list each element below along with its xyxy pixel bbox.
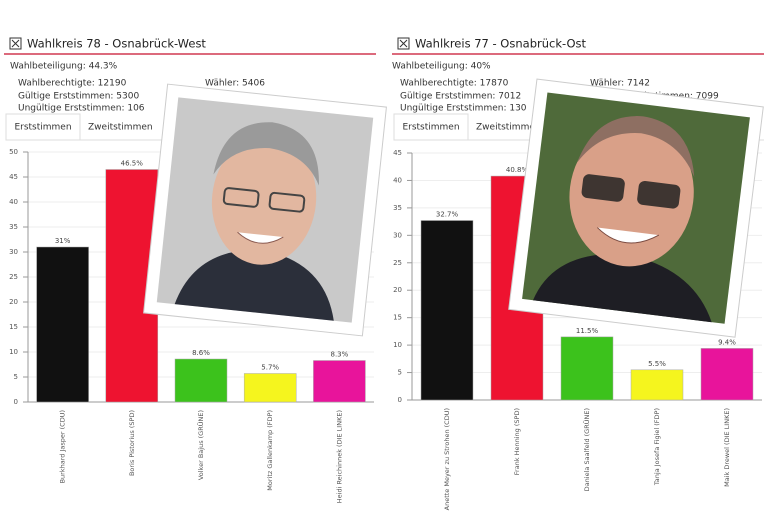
y-tick-label: 15 bbox=[393, 314, 402, 322]
value-label: 8.3% bbox=[331, 351, 349, 359]
value-label: 5.5% bbox=[648, 360, 666, 368]
tab-active[interactable] bbox=[393, 113, 469, 141]
stat-line: Wähler: 7142 bbox=[590, 79, 650, 89]
stat-line: Wahlberechtigte: 12190 bbox=[18, 79, 127, 89]
y-tick-label: 45 bbox=[9, 173, 18, 181]
bar bbox=[243, 373, 297, 403]
x-tick-label: Boris Pistorius (SPD) bbox=[128, 410, 136, 476]
x-tick-label: Tanja Josefa Figiel (FDP) bbox=[653, 408, 661, 486]
stat-line: Wahlberechtigte: 17870 bbox=[400, 79, 509, 89]
photo-glasses bbox=[581, 174, 625, 202]
photo-suit bbox=[174, 249, 334, 321]
bar bbox=[313, 360, 366, 403]
y-tick-label: 35 bbox=[393, 204, 402, 212]
y-tick-label: 10 bbox=[393, 341, 402, 349]
value-label: 31% bbox=[55, 237, 71, 245]
y-tick-label: 30 bbox=[9, 248, 18, 256]
y-tick-label: 5 bbox=[14, 373, 18, 381]
value-label: 40.8% bbox=[506, 166, 529, 174]
bar bbox=[36, 246, 89, 403]
x-tick-label: Anette Meyer zu Strohen (CDU) bbox=[443, 408, 451, 510]
stat-line: Wahlbeteiligung: 44.3% bbox=[10, 62, 118, 72]
bar bbox=[174, 358, 228, 403]
photo-head bbox=[577, 116, 695, 177]
x-tick-label: Maik Drewel (DIE LINKE) bbox=[723, 408, 731, 487]
y-tick-label: 5 bbox=[398, 369, 402, 377]
y-tick-label: 20 bbox=[393, 286, 402, 294]
value-label: 46.5% bbox=[121, 160, 144, 168]
stat-line: Wahlbeteiligung: 40% bbox=[392, 62, 491, 72]
stat-line: Ungültige Erststimmen: 106 bbox=[18, 104, 145, 114]
photo-glasses bbox=[222, 187, 260, 208]
y-tick-label: 20 bbox=[9, 298, 18, 306]
stat-line: Wähler: 5406 bbox=[205, 79, 265, 89]
ballot-icon bbox=[397, 37, 410, 50]
value-label: 32.7% bbox=[436, 211, 459, 219]
y-tick-label: 40 bbox=[9, 198, 18, 206]
bar bbox=[700, 348, 754, 401]
photo-hair bbox=[213, 122, 319, 186]
x-tick-label: Frank Henning (SPD) bbox=[513, 408, 521, 475]
y-tick-label: 0 bbox=[398, 396, 402, 404]
panel-title: Wahlkreis 78 - Osnabrück-West bbox=[27, 37, 206, 51]
ballot-icon bbox=[9, 37, 22, 50]
x-tick-label: Daniela Saalfeld (GRÜNE) bbox=[582, 408, 591, 491]
icon-box bbox=[9, 37, 22, 50]
photo-glasses bbox=[637, 181, 681, 209]
photo-frame bbox=[143, 83, 387, 337]
icon-cross bbox=[399, 39, 408, 48]
photos bbox=[143, 78, 764, 338]
tab-label[interactable]: Erststimmen bbox=[402, 123, 459, 133]
panel-title: Wahlkreis 77 - Osnabrück-Ost bbox=[415, 37, 587, 51]
value-label: 11.5% bbox=[576, 327, 599, 335]
y-tick-label: 45 bbox=[393, 149, 402, 157]
value-label: 5.7% bbox=[261, 364, 279, 372]
stat-line: Gültige Erststimmen: 5300 bbox=[18, 92, 139, 102]
photo-smile bbox=[237, 231, 284, 244]
tab-label[interactable]: Zweitstimmen bbox=[88, 123, 153, 133]
icon-cross bbox=[11, 39, 20, 48]
y-tick-label: 30 bbox=[393, 231, 402, 239]
y-tick-label: 35 bbox=[9, 223, 18, 231]
x-tick-label: Moritz Gallenkamp (FDP) bbox=[266, 410, 274, 491]
y-tick-label: 10 bbox=[9, 348, 18, 356]
value-label: 9.4% bbox=[718, 338, 736, 346]
x-tick-label: Volker Bajus (GRÜNE) bbox=[196, 410, 205, 480]
y-tick-label: 25 bbox=[393, 259, 402, 267]
y-tick-label: 25 bbox=[9, 273, 18, 281]
photo-suit bbox=[532, 253, 712, 323]
icon-box bbox=[397, 37, 410, 50]
value-label: 8.6% bbox=[192, 349, 210, 357]
photo-smile bbox=[596, 227, 660, 244]
photo-frame bbox=[508, 78, 764, 338]
tab-label[interactable]: Erststimmen bbox=[14, 123, 71, 133]
y-tick-label: 0 bbox=[14, 398, 18, 406]
bar bbox=[420, 220, 474, 401]
tab-active[interactable] bbox=[5, 113, 81, 141]
stat-line: Gültige Erststimmen: 7012 bbox=[400, 92, 521, 102]
x-tick-label: Burkhard Jasper (CDU) bbox=[59, 410, 67, 483]
photo-glasses bbox=[268, 191, 306, 213]
y-tick-label: 40 bbox=[393, 176, 402, 184]
y-tick-label: 50 bbox=[9, 148, 18, 156]
y-tick-label: 15 bbox=[9, 323, 18, 331]
tab-label[interactable]: Zweitstimmen bbox=[476, 123, 541, 133]
bar bbox=[560, 336, 614, 401]
stat-line: Ungültige Erststimmen: 130 bbox=[400, 104, 527, 114]
panels: Wahlkreis 78 - Osnabrück-West Wahlbeteili… bbox=[4, 37, 764, 510]
x-tick-label: Heidi Reichinnek (DIE LINKE) bbox=[335, 410, 343, 503]
bar bbox=[630, 369, 684, 401]
